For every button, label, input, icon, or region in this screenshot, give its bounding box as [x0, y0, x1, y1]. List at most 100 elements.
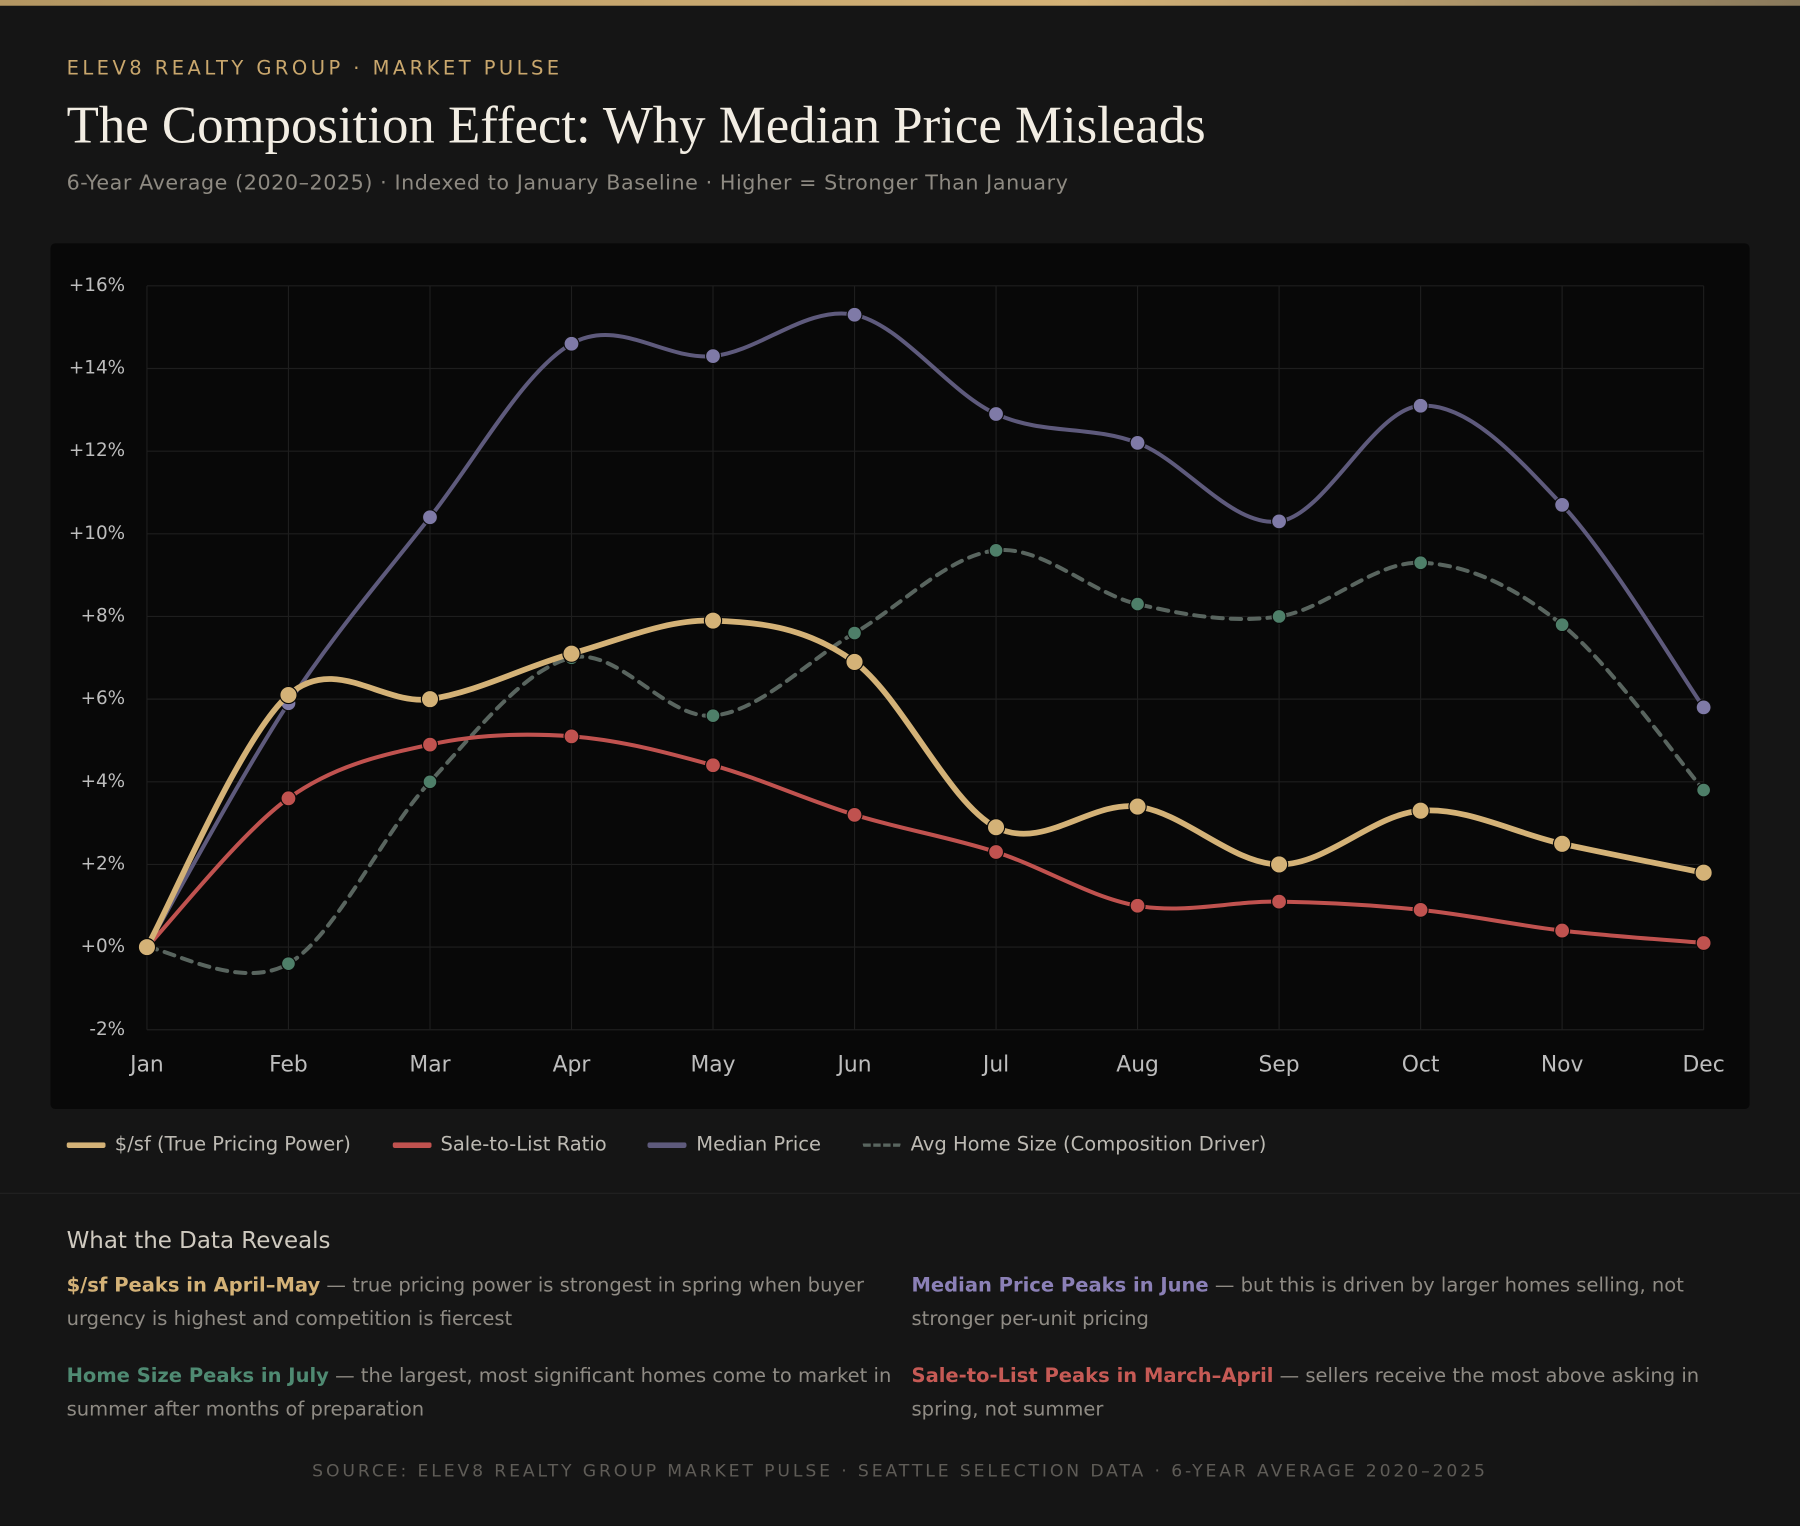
x-tick-label: Sep	[1259, 1052, 1300, 1077]
legend-label: Avg Home Size (Composition Driver)	[910, 1133, 1267, 1157]
data-point	[562, 644, 581, 663]
data-point	[279, 685, 298, 705]
data-point	[847, 625, 862, 641]
data-point	[1554, 496, 1571, 513]
data-point	[846, 306, 863, 323]
legend-swatch	[648, 1141, 688, 1148]
data-point	[988, 542, 1004, 558]
data-point	[1554, 617, 1570, 633]
data-point	[280, 956, 296, 972]
series-line	[144, 617, 1707, 950]
insight: Home Size Peaks in July — the largest, m…	[67, 1360, 894, 1427]
data-point	[704, 348, 722, 365]
legend-item: Median Price	[648, 1133, 821, 1156]
x-tick-label: Nov	[1541, 1052, 1584, 1077]
legend-swatch	[66, 1141, 106, 1148]
data-point	[1554, 922, 1571, 939]
y-tick-label: +16%	[69, 275, 125, 296]
data-point	[1269, 855, 1289, 874]
data-point	[1271, 893, 1288, 910]
data-point	[1271, 513, 1288, 530]
legend-label: Median Price	[696, 1133, 822, 1157]
x-tick-label: Mar	[409, 1052, 450, 1077]
x-tick-label: Feb	[269, 1052, 308, 1077]
eyebrow: ELEV8 REALTY GROUP · MARKET PULSE	[66, 57, 563, 81]
data-point	[704, 757, 722, 774]
x-tick-label: May	[690, 1052, 735, 1077]
data-point	[420, 689, 440, 709]
insight: $/sf Peaks in April–May — true pricing p…	[67, 1270, 894, 1337]
x-tick-label: Jun	[835, 1052, 871, 1077]
y-tick-label: -2%	[89, 1019, 125, 1040]
data-point	[1695, 699, 1712, 716]
data-point	[1411, 801, 1430, 820]
y-tick-label: +10%	[69, 523, 125, 544]
data-point	[1412, 901, 1429, 918]
legend: $/sf (True Pricing Power) Sale-to-List Ra…	[66, 1133, 1267, 1157]
insight-title: Home Size Peaks in July	[66, 1364, 329, 1388]
y-tick-label: +6%	[81, 688, 126, 709]
data-point	[1412, 397, 1429, 414]
data-point	[1130, 596, 1146, 612]
accent-bar	[0, 0, 1800, 6]
y-tick-label: +14%	[69, 358, 125, 379]
insight-text: — but this is driven by larger homes sel…	[911, 1274, 1684, 1331]
y-tick-label: +8%	[81, 605, 126, 626]
series-line	[144, 311, 1706, 950]
divider	[0, 1192, 1800, 1194]
data-point	[703, 611, 723, 630]
data-point	[137, 937, 157, 957]
data-point	[988, 405, 1005, 423]
data-point	[563, 335, 580, 352]
x-tick-label: Dec	[1683, 1052, 1725, 1077]
data-point	[845, 652, 864, 672]
legend-label: Sale-to-List Ratio	[440, 1133, 607, 1157]
data-point	[1696, 782, 1712, 798]
data-point	[1271, 609, 1287, 624]
y-tick-label: +0%	[81, 936, 126, 957]
legend-swatch	[862, 1142, 902, 1147]
legend-label: $/sf (True Pricing Power)	[114, 1133, 351, 1157]
x-tick-label: Oct	[1402, 1052, 1440, 1077]
y-tick-label: +12%	[69, 440, 125, 461]
data-point	[986, 818, 1006, 837]
insight-title: Sale-to-List Peaks in March–April	[911, 1364, 1274, 1388]
y-tick-label: +4%	[81, 771, 126, 792]
series-line	[144, 548, 1706, 976]
insight: Sale-to-List Peaks in March–April — sell…	[912, 1360, 1739, 1427]
data-point	[1694, 863, 1713, 882]
insight-text: — the largest, most significant homes co…	[66, 1364, 892, 1422]
insights-heading: What the Data Reveals	[66, 1226, 331, 1254]
insight-text: — true pricing power is strongest in spr…	[66, 1274, 865, 1331]
chart: -2% +0% +2% +4% +6% +8% +10% +12% +14% +16% Jan Feb…	[69, 275, 1725, 1077]
data-point	[421, 736, 439, 753]
data-point	[988, 844, 1005, 861]
source: SOURCE: ELEV8 REALTY GROUP MARKET PULSE …	[312, 1460, 1488, 1481]
data-point	[1413, 555, 1429, 571]
legend-item: Avg Home Size (Composition Driver)	[862, 1133, 1266, 1156]
y-tick-label: +2%	[81, 853, 126, 874]
chart-panel: -2% +0% +2% +4% +6% +8% +10% +12% +14% +16% Jan Feb…	[50, 243, 1750, 1109]
data-point	[421, 509, 439, 526]
data-point	[280, 790, 297, 807]
x-tick-label: Apr	[553, 1052, 591, 1077]
insight-title: Median Price Peaks in June	[911, 1274, 1209, 1298]
data-point	[1129, 897, 1146, 914]
data-point	[563, 728, 580, 745]
data-point	[846, 806, 863, 823]
data-point	[1552, 834, 1572, 853]
title: The Composition Effect: Why Median Price…	[66, 95, 1206, 154]
legend-item: $/sf (True Pricing Power)	[66, 1133, 351, 1157]
data-point	[422, 774, 438, 790]
data-point	[1128, 797, 1147, 816]
legend-item: Sale-to-List Ratio	[392, 1133, 607, 1157]
subtitle: 6-Year Average (2020–2025) · Indexed to …	[66, 171, 1069, 196]
x-tick-label: Jan	[128, 1052, 164, 1077]
legend-swatch	[392, 1141, 432, 1148]
data-point	[705, 708, 721, 724]
series-line	[144, 732, 1706, 950]
insight-title: $/sf Peaks in April–May	[66, 1274, 321, 1298]
x-tick-label: Aug	[1116, 1052, 1159, 1077]
